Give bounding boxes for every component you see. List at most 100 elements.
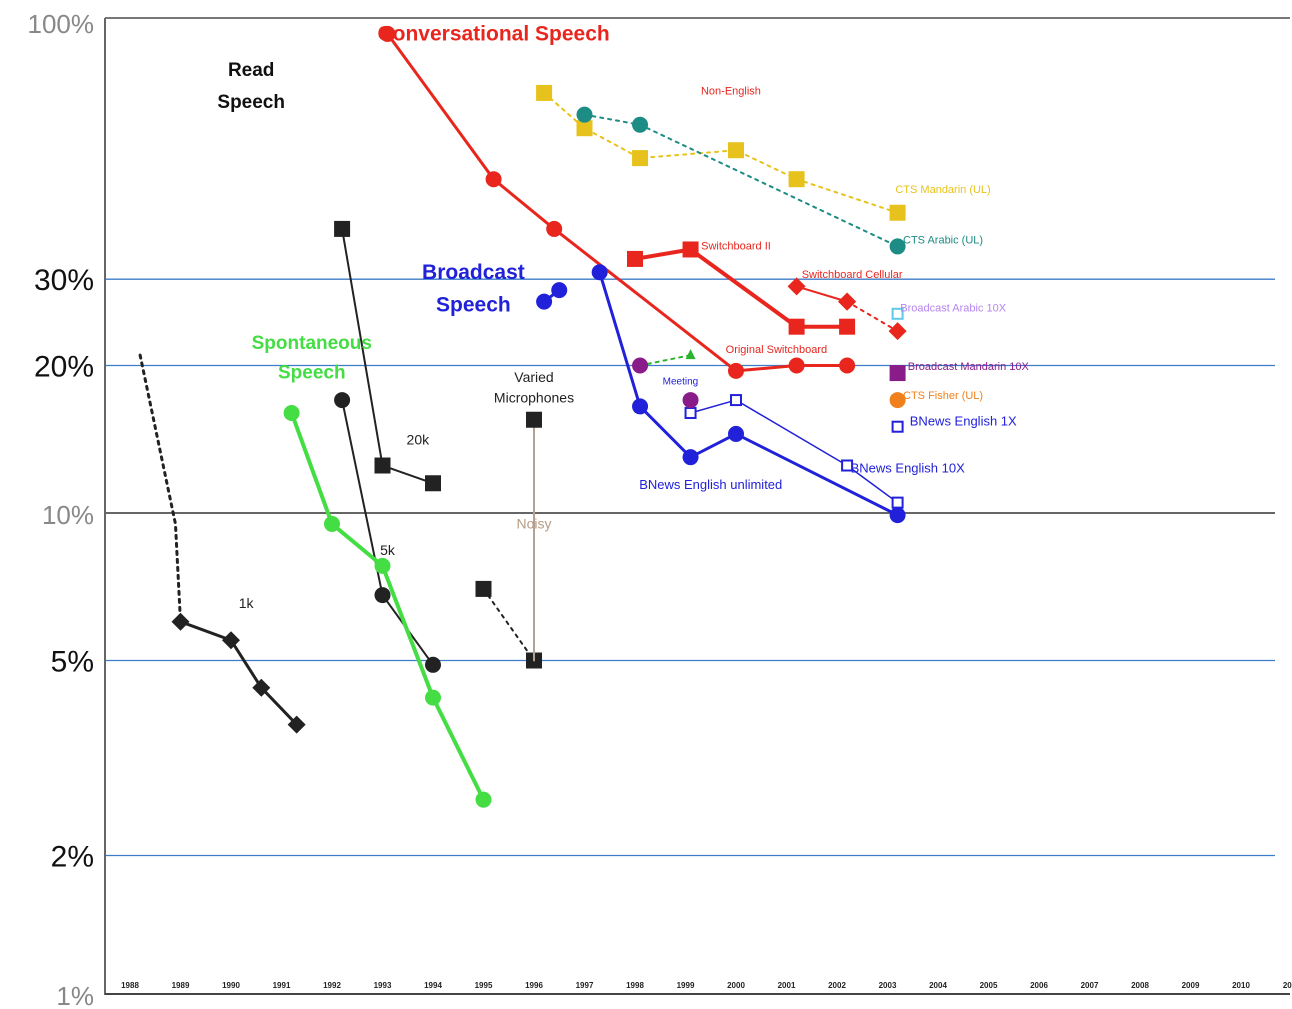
data-point	[685, 349, 696, 360]
series	[526, 411, 542, 428]
series	[891, 420, 904, 433]
data-point	[576, 106, 593, 123]
x-tick-label: 1999	[677, 981, 695, 990]
annotations: Read Speech Conversational Speech Broadcast…	[217, 23, 1029, 611]
data-point	[576, 120, 593, 137]
data-point	[374, 457, 391, 474]
data-point	[891, 420, 904, 433]
y-tick-label: 100%	[28, 9, 95, 39]
data-point	[379, 25, 396, 42]
data-point	[888, 322, 907, 341]
x-tick-label: 1990	[222, 981, 240, 990]
x-tick-label: 2005	[980, 981, 998, 990]
y-tick-label: 20%	[34, 350, 94, 383]
series-line	[583, 113, 899, 248]
annotation-label: Non-English	[701, 85, 761, 97]
data-point	[889, 204, 906, 221]
series-line	[386, 32, 849, 373]
x-tick-label: 1998	[626, 981, 644, 990]
data-point	[536, 293, 553, 310]
y-tick-label: 10%	[42, 500, 94, 530]
annotation-label: BNews English 10X	[851, 460, 965, 475]
x-tick-label: 1997	[576, 981, 594, 990]
data-point	[632, 357, 649, 374]
gridlines	[105, 278, 1275, 857]
series-line	[179, 620, 299, 727]
annotation-label: Speech	[436, 293, 511, 316]
x-tick-label: 1994	[424, 981, 442, 990]
data-point	[171, 612, 190, 631]
series	[171, 612, 306, 734]
annotation-label: Speech	[217, 92, 285, 113]
data-point	[485, 171, 502, 188]
data-point	[374, 557, 391, 574]
y-tick-label: 5%	[51, 646, 94, 679]
data-point	[252, 678, 271, 697]
data-point	[546, 220, 563, 237]
data-point	[334, 220, 351, 237]
y-tick-label: 2%	[51, 840, 94, 873]
series	[627, 241, 856, 335]
y-tick-label: 30%	[34, 264, 94, 297]
series	[536, 282, 568, 310]
annotation-label: Switchboard Cellular	[802, 269, 903, 281]
series	[889, 392, 906, 409]
series-line	[482, 587, 535, 662]
x-tick-label: 2009	[1182, 981, 1200, 990]
data-point	[839, 318, 856, 335]
x-tick-label: 2000	[727, 981, 745, 990]
series-line	[689, 399, 899, 504]
series	[889, 365, 906, 382]
data-point	[591, 264, 608, 281]
annotation-label: Microphones	[494, 390, 574, 406]
annotation-label: BNews English 1X	[910, 413, 1017, 428]
annotation-label: CTS Arabic (UL)	[903, 234, 983, 246]
x-tick-label: 1993	[374, 981, 392, 990]
series-line	[138, 353, 182, 624]
x-tick-label: 2004	[929, 981, 947, 990]
data-point	[425, 475, 441, 492]
annotation-label: CTS Fisher (UL)	[903, 390, 983, 402]
x-tick-label: 2010	[1232, 981, 1250, 990]
data-point	[627, 250, 643, 267]
annotation-label: Varied	[514, 369, 553, 385]
annotation-label: Read	[228, 60, 274, 81]
annotation-label: Noisy	[516, 515, 551, 531]
x-tick-label: 1988	[121, 981, 139, 990]
x-tick-label: 1989	[172, 981, 190, 990]
data-point	[728, 425, 744, 442]
annotation-label: Broadcast	[422, 261, 525, 284]
data-point	[889, 507, 906, 524]
x-tick-label: 2007	[1081, 981, 1099, 990]
data-point	[425, 689, 441, 706]
data-point	[283, 404, 300, 421]
axes: 100% 30% 20% 10% 5% 2% 1% 1988 1989 1990 1991 1992 1…	[28, 9, 1292, 1009]
annotation-label: Broadcast Arabic 10X	[900, 302, 1006, 314]
data-point	[334, 392, 351, 409]
annotation-label: 20k	[407, 431, 431, 447]
annotation-label: BNews English unlimited	[639, 477, 782, 492]
data-point	[475, 580, 492, 597]
data-point	[526, 411, 542, 428]
series	[334, 220, 441, 492]
data-point	[891, 496, 904, 509]
annotation-label: Meeting	[663, 376, 699, 387]
data-point	[787, 277, 806, 296]
data-point	[684, 406, 697, 419]
data-point	[730, 394, 742, 407]
data-point	[788, 357, 805, 374]
x-tick-label: 2001	[778, 981, 796, 990]
series	[138, 353, 182, 624]
annotation-label: Conversational Speech	[377, 23, 609, 46]
data-point	[841, 459, 854, 472]
series	[684, 394, 904, 509]
x-tick-label: 2006	[1030, 981, 1048, 990]
series	[475, 580, 542, 669]
data-point	[536, 84, 553, 101]
data-point	[632, 116, 649, 133]
data-point	[889, 392, 906, 409]
annotation-label: Speech	[278, 363, 346, 384]
series-line	[543, 91, 899, 214]
series-line	[846, 300, 899, 333]
